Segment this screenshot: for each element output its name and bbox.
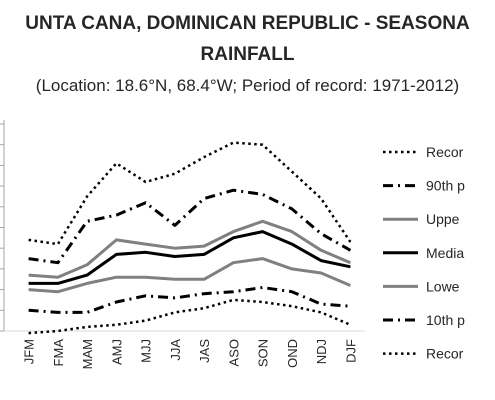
series-line-4 bbox=[28, 257, 351, 294]
series-line-6 bbox=[28, 298, 351, 335]
series-line-1 bbox=[28, 188, 352, 265]
x-tick-label: MJJ bbox=[139, 339, 154, 363]
x-tick-label: JJA bbox=[168, 339, 183, 361]
x-tick-label: MAM bbox=[80, 339, 95, 369]
x-tick-label: ASO bbox=[226, 339, 241, 366]
legend-label-1: 90th p bbox=[426, 178, 465, 194]
legend-label-3: Media bbox=[426, 245, 464, 261]
series-line-0 bbox=[28, 141, 352, 246]
series-line-3 bbox=[28, 230, 351, 285]
x-tick-label: JFM bbox=[22, 339, 37, 364]
x-tick-label: NDJ bbox=[314, 339, 329, 364]
series-line-5 bbox=[28, 286, 351, 314]
x-tick-label: SON bbox=[256, 339, 271, 367]
chart-subtitle: (Location: 18.6°N, 68.4°W; Period of rec… bbox=[35, 76, 460, 95]
legend-label-0: Recor bbox=[426, 144, 464, 160]
legend-label-2: Uppe bbox=[426, 211, 460, 227]
legend-label-6: Recor bbox=[426, 346, 464, 362]
series-lines bbox=[28, 141, 352, 335]
x-tick-label: FMA bbox=[51, 339, 66, 367]
legend-label-4: Lowe bbox=[426, 278, 460, 294]
x-tick-labels: JFM FMA MAM AMJ MJJ JJA JAS ASO SON OND NDJ DJF bbox=[22, 339, 359, 370]
x-tick-label: DJF bbox=[343, 339, 358, 363]
x-tick-label: JAS bbox=[197, 339, 212, 363]
x-tick-label: OND bbox=[285, 339, 300, 368]
chart-title-line-2: RAINFALL bbox=[200, 44, 295, 65]
series-line-2 bbox=[28, 219, 351, 279]
x-tick-label: AMJ bbox=[109, 339, 124, 365]
chart-title-line-1: UNTA CANA, DOMINICAN REPUBLIC - SEASONA bbox=[25, 13, 470, 34]
legend-label-5: 10th p bbox=[426, 312, 465, 328]
y-axis bbox=[0, 120, 365, 332]
legend: Recor 90th p Uppe Media Lowe 10th p Recor bbox=[383, 144, 465, 362]
